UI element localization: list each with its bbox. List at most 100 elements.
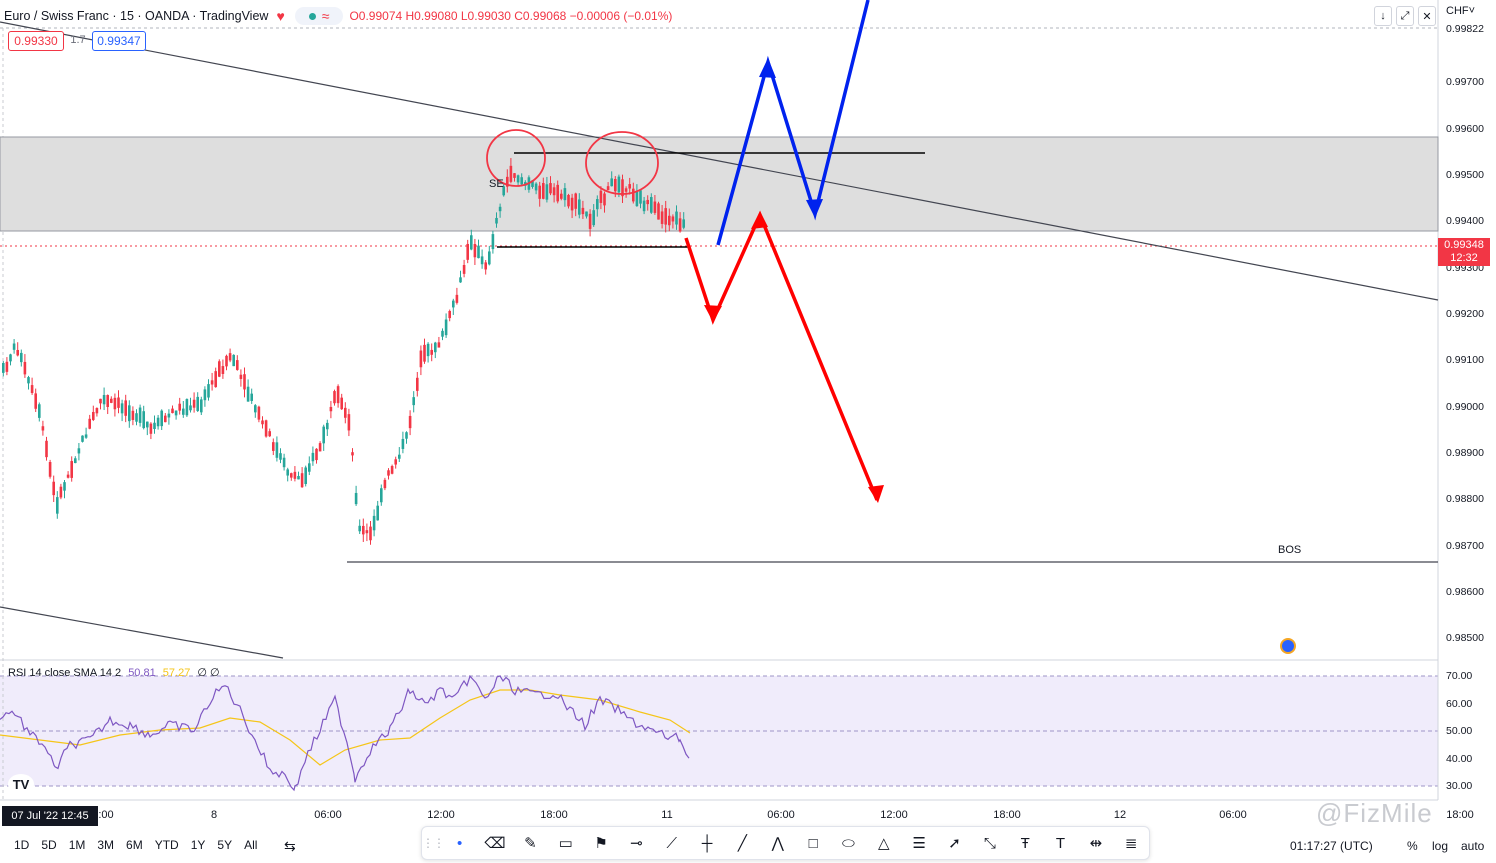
candle-body bbox=[545, 184, 549, 200]
candle-body bbox=[203, 389, 207, 401]
timeframe-6m[interactable]: 6M bbox=[126, 838, 143, 852]
symbol-title[interactable]: Euro / Swiss Franc · 15 · OANDA · Tradin… bbox=[4, 9, 269, 23]
candle-body bbox=[192, 399, 196, 408]
market-marker: ≈ bbox=[321, 8, 330, 24]
candle-body bbox=[272, 442, 275, 451]
candle-body bbox=[390, 466, 394, 474]
main-pane bbox=[0, 0, 1438, 660]
date-range-icon[interactable]: ⇆ bbox=[284, 838, 296, 854]
dot-icon[interactable]: • bbox=[457, 834, 463, 852]
candle-body bbox=[556, 184, 559, 202]
percent-toggle[interactable]: % bbox=[1407, 839, 1418, 853]
rsi-line bbox=[0, 675, 690, 792]
ray-icon[interactable]: ⤡ bbox=[983, 834, 996, 852]
candle-body bbox=[239, 374, 243, 379]
rsi-extra: ∅ ∅ bbox=[197, 667, 220, 679]
time-axis-label: :00 bbox=[98, 809, 114, 821]
drag-handle-icon[interactable]: ⋮⋮ bbox=[422, 836, 445, 850]
candle-body bbox=[344, 407, 347, 418]
candle-body bbox=[538, 185, 541, 199]
timeframe-5d[interactable]: 5D bbox=[41, 838, 57, 852]
red-arrowhead-1 bbox=[704, 305, 722, 322]
candle-body bbox=[160, 410, 163, 427]
currency-selector[interactable]: CHF˅ bbox=[1446, 5, 1476, 17]
candle-body bbox=[9, 354, 12, 362]
timeframe-5y[interactable]: 5Y bbox=[217, 838, 233, 852]
sell-button[interactable]: 0.99330 bbox=[8, 31, 64, 51]
maximize-icon[interactable]: ⤢ bbox=[1396, 6, 1414, 26]
candle-body bbox=[340, 397, 343, 410]
candle-body bbox=[2, 362, 5, 373]
line-icon[interactable]: ╱ bbox=[737, 835, 747, 852]
rsi-legend[interactable]: RSI 14 close SMA 14 2 50.81 57.27 ∅ ∅ bbox=[8, 666, 220, 679]
arrow-icon[interactable]: ➚ bbox=[948, 835, 961, 852]
candle-body bbox=[326, 422, 329, 430]
candle-body bbox=[117, 397, 120, 408]
brush-icon[interactable]: ✎ bbox=[524, 835, 537, 852]
candle-body bbox=[642, 200, 646, 212]
watermark: @FizMile bbox=[1316, 798, 1433, 828]
candle-body bbox=[678, 218, 682, 232]
ellipse-icon[interactable]: ⬭ bbox=[842, 834, 855, 852]
candle-body bbox=[372, 515, 376, 531]
candle-body bbox=[466, 243, 469, 260]
candle-body bbox=[236, 360, 239, 370]
time-axis-label: 8 bbox=[210, 809, 218, 821]
candle-body bbox=[650, 197, 653, 213]
timeframe-ytd[interactable]: YTD bbox=[154, 838, 179, 852]
move-down-icon[interactable]: ↓ bbox=[1374, 6, 1392, 26]
favorite-icon[interactable]: ♥ bbox=[276, 8, 285, 24]
candle-body bbox=[261, 420, 264, 425]
candle-body bbox=[664, 208, 667, 225]
close-icon[interactable]: ✕ bbox=[1418, 6, 1436, 26]
callout-icon[interactable]: ▭ bbox=[558, 835, 573, 852]
candle-body bbox=[560, 193, 563, 199]
candle-body bbox=[221, 366, 225, 374]
candle-body bbox=[552, 187, 556, 196]
eraser-icon[interactable]: ⌫ bbox=[484, 835, 506, 852]
candle-body bbox=[232, 354, 235, 367]
vertical-line-icon[interactable]: ┼ bbox=[701, 834, 713, 852]
market-status[interactable]: ≈ bbox=[294, 7, 344, 25]
flag-icon[interactable]: ⚑ bbox=[594, 835, 608, 852]
tradingview-logo-icon[interactable]: TV bbox=[8, 774, 34, 794]
trend-line-icon[interactable]: ⟋ bbox=[666, 834, 677, 852]
timeframe-1y[interactable]: 1Y bbox=[190, 838, 206, 852]
text-icon[interactable]: Ŧ bbox=[1020, 834, 1030, 852]
path-icon[interactable]: ⋀ bbox=[771, 835, 784, 852]
candle-body bbox=[617, 176, 621, 193]
market-open-icon bbox=[308, 12, 316, 20]
candle-body bbox=[225, 355, 228, 367]
timeframe-1m[interactable]: 1M bbox=[68, 838, 86, 852]
utc-clock[interactable]: 01:17:27 (UTC) bbox=[1290, 839, 1373, 853]
price-axis-label: 0.99822 bbox=[1446, 23, 1484, 35]
timeframe-3m[interactable]: 3M bbox=[97, 838, 115, 852]
candle-body bbox=[142, 411, 145, 429]
candle-body bbox=[401, 438, 405, 449]
candle-body bbox=[135, 413, 138, 422]
candle-body bbox=[110, 398, 113, 403]
measure-icon[interactable]: ⇹ bbox=[1089, 835, 1103, 852]
candle-body bbox=[178, 403, 181, 411]
buy-button[interactable]: 0.99347 bbox=[92, 31, 146, 51]
candle-body bbox=[682, 219, 685, 228]
text-note-icon[interactable]: T bbox=[1055, 834, 1066, 852]
current-price-value: 0.99348 bbox=[1444, 239, 1484, 251]
ruler-icon[interactable]: ≣ bbox=[1124, 835, 1138, 852]
candle-body bbox=[520, 177, 523, 185]
candle-body bbox=[646, 199, 649, 205]
candle-body bbox=[592, 210, 595, 226]
timeframe-all[interactable]: All bbox=[244, 838, 258, 852]
rectangle-icon[interactable]: □ bbox=[808, 834, 818, 852]
candle-body bbox=[56, 497, 59, 514]
candle-body bbox=[30, 385, 34, 393]
candle-body bbox=[138, 407, 142, 423]
log-toggle[interactable]: log bbox=[1432, 839, 1449, 853]
fib-icon[interactable]: ☰ bbox=[912, 835, 926, 852]
horizontal-ray-icon[interactable]: ⊸ bbox=[630, 835, 643, 852]
triangle-icon[interactable]: △ bbox=[878, 835, 890, 852]
auto-toggle[interactable]: auto bbox=[1461, 839, 1485, 853]
candle-body bbox=[635, 191, 639, 207]
timeframe-1d[interactable]: 1D bbox=[14, 838, 30, 852]
